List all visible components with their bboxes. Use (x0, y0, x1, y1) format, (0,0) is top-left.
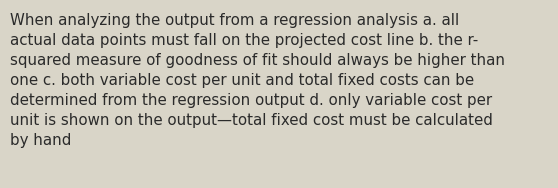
Text: When analyzing the output from a regression analysis a. all
actual data points m: When analyzing the output from a regress… (10, 13, 505, 148)
